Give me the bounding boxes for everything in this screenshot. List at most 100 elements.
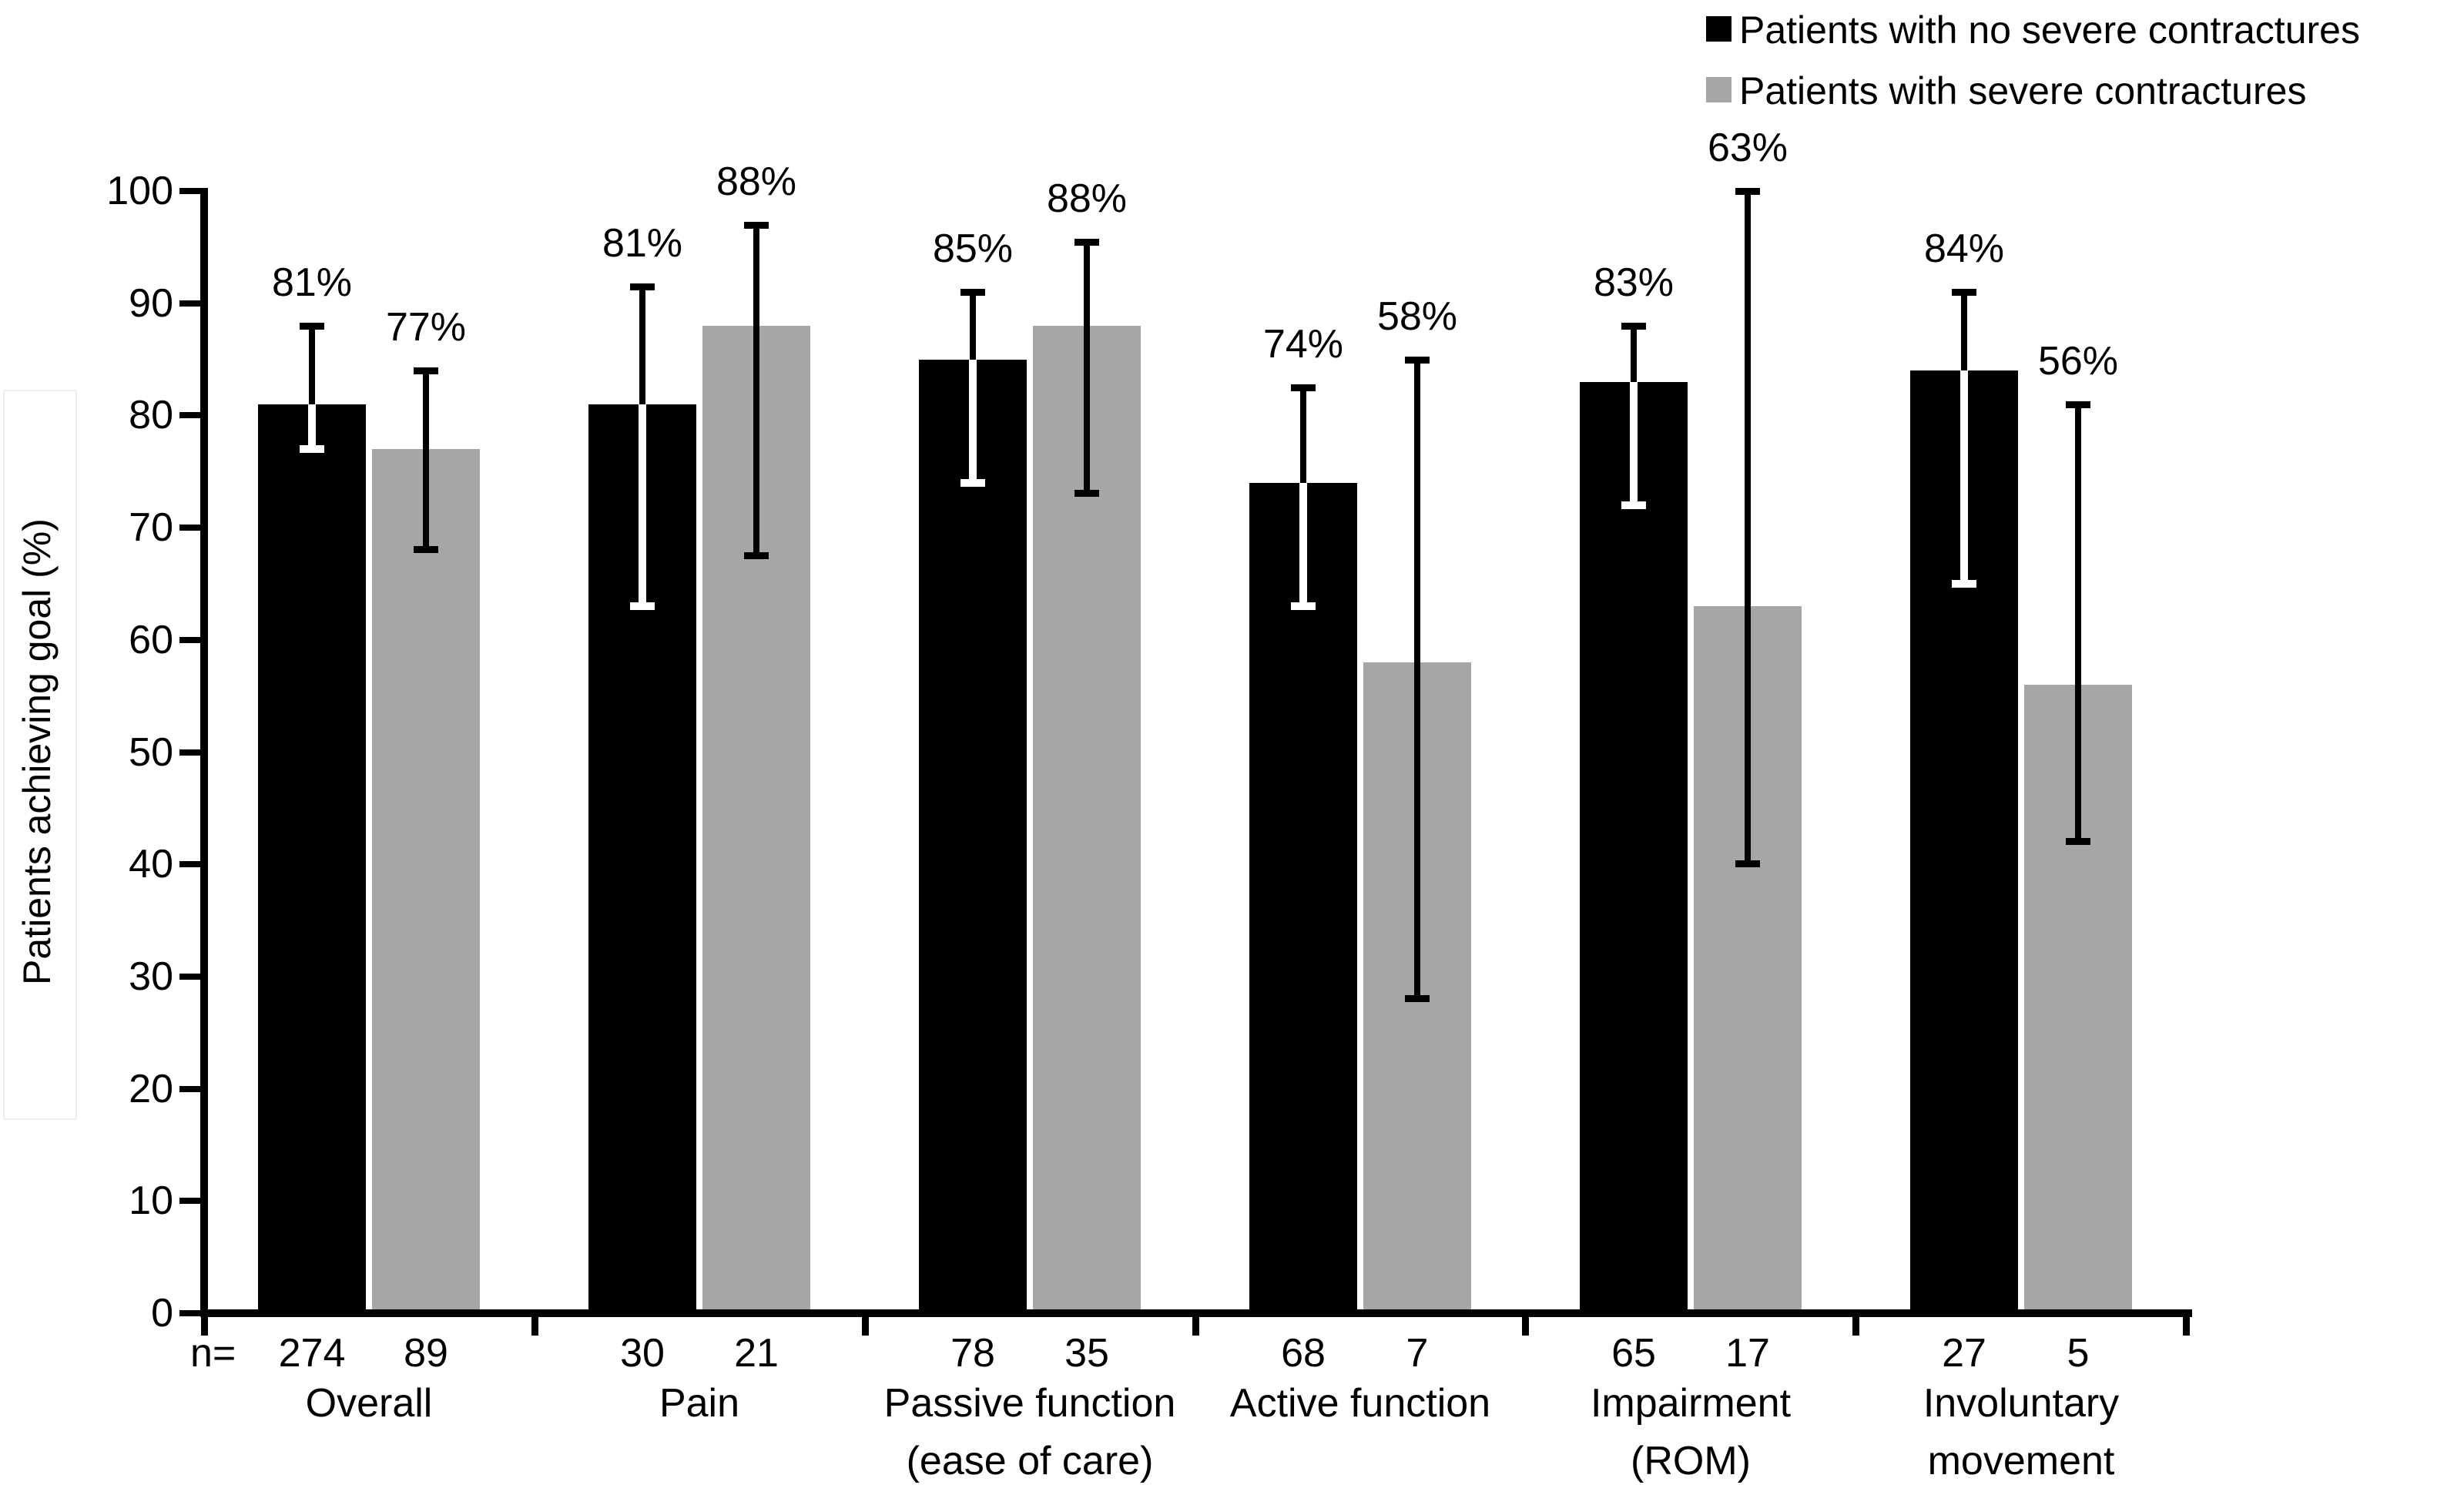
category-label: Involuntary bbox=[1923, 1381, 2120, 1426]
category-label: Pain bbox=[659, 1381, 740, 1426]
error-bar-upper bbox=[1300, 387, 1306, 483]
category-label: Overall bbox=[305, 1381, 433, 1426]
error-bar-cap-top bbox=[960, 289, 985, 296]
y-tick bbox=[179, 637, 200, 643]
y-tick-label: 90 bbox=[129, 281, 173, 326]
y-tick-label: 70 bbox=[129, 505, 173, 550]
category-label: (ease of care) bbox=[906, 1439, 1154, 1483]
bar-no-severe bbox=[919, 360, 1027, 1313]
y-tick bbox=[179, 974, 200, 980]
error-bar-cap-bottom bbox=[1621, 501, 1646, 509]
error-bar-upper bbox=[639, 287, 645, 404]
y-tick-label: 60 bbox=[129, 618, 173, 662]
n-value: 68 bbox=[1281, 1331, 1326, 1376]
category-label: movement bbox=[1927, 1439, 2115, 1483]
error-bar-lower bbox=[308, 404, 316, 449]
legend-swatch-no-severe bbox=[1706, 16, 1732, 42]
error-bar-cap-top bbox=[1621, 323, 1646, 330]
y-tick-label: 40 bbox=[129, 842, 173, 887]
y-tick-label: 0 bbox=[151, 1291, 173, 1336]
y-tick bbox=[179, 749, 200, 756]
error-bar bbox=[423, 370, 429, 550]
bar-value-label: 74% bbox=[1262, 322, 1344, 367]
error-bar-cap-bottom bbox=[744, 552, 769, 559]
x-tick bbox=[1852, 1314, 1859, 1336]
error-bar-cap-top bbox=[1074, 239, 1099, 246]
x-tick bbox=[201, 1314, 208, 1336]
n-value: 89 bbox=[404, 1331, 448, 1376]
error-bar-cap-top bbox=[1405, 357, 1430, 364]
error-bar-upper bbox=[1631, 326, 1637, 382]
category-label: (ROM) bbox=[1631, 1439, 1751, 1483]
y-tick-label: 80 bbox=[129, 393, 173, 437]
error-bar-cap-bottom bbox=[1735, 860, 1760, 867]
x-tick bbox=[531, 1314, 538, 1336]
error-bar-lower bbox=[1299, 483, 1307, 606]
error-bar-cap-bottom bbox=[1405, 995, 1430, 1002]
error-bar-lower bbox=[1960, 370, 1968, 584]
bar-no-severe bbox=[1580, 382, 1688, 1313]
error-bar-lower bbox=[1630, 382, 1638, 505]
bar-value-label: 63% bbox=[1707, 126, 1788, 170]
y-tick-label: 100 bbox=[106, 169, 173, 213]
y-tick-label: 10 bbox=[129, 1178, 173, 1223]
error-bar-cap-top bbox=[300, 323, 324, 330]
error-bar-cap-top bbox=[1952, 289, 1976, 296]
error-bar-cap-bottom bbox=[414, 546, 438, 553]
bar-value-label: 58% bbox=[1376, 294, 1458, 339]
error-bar-cap-bottom bbox=[1291, 602, 1316, 610]
x-tick bbox=[1522, 1314, 1529, 1336]
error-bar bbox=[753, 225, 759, 556]
n-prefix-label: n= bbox=[190, 1331, 236, 1376]
bar-no-severe bbox=[1249, 483, 1357, 1313]
bar-value-label: 56% bbox=[2037, 339, 2119, 384]
y-tick bbox=[179, 861, 200, 867]
category-label: Active function bbox=[1229, 1381, 1491, 1426]
n-value: 274 bbox=[278, 1331, 346, 1376]
error-bar-cap-bottom bbox=[300, 445, 324, 453]
error-bar-cap-top bbox=[744, 222, 769, 229]
error-bar-cap-top bbox=[414, 367, 438, 374]
x-tick bbox=[2183, 1314, 2190, 1336]
n-value: 30 bbox=[620, 1331, 665, 1376]
error-bar-upper bbox=[1961, 292, 1967, 370]
x-axis-line bbox=[200, 1309, 2192, 1317]
category-label: Passive function bbox=[883, 1381, 1176, 1426]
n-value: 78 bbox=[950, 1331, 995, 1376]
n-value: 35 bbox=[1064, 1331, 1109, 1376]
y-tick bbox=[179, 188, 200, 194]
x-tick bbox=[1192, 1314, 1199, 1336]
y-tick bbox=[179, 1198, 200, 1204]
n-value: 17 bbox=[1725, 1331, 1770, 1376]
y-axis-label-box bbox=[3, 390, 77, 1120]
error-bar-cap-bottom bbox=[630, 602, 655, 610]
category-label: Impairment bbox=[1590, 1381, 1792, 1426]
bar-value-label: 88% bbox=[716, 159, 797, 204]
error-bar-upper bbox=[970, 292, 976, 360]
bar-value-label: 83% bbox=[1593, 260, 1675, 305]
bar-value-label: 85% bbox=[932, 226, 1014, 271]
error-bar-cap-top bbox=[2066, 401, 2090, 408]
error-bar-cap-top bbox=[1291, 384, 1316, 391]
legend-label: Patients with no severe contractures bbox=[1739, 8, 2360, 52]
legend-label: Patients with severe contractures bbox=[1739, 69, 2307, 112]
error-bar bbox=[2075, 404, 2081, 842]
error-bar-cap-bottom bbox=[1074, 490, 1099, 497]
bar-value-label: 77% bbox=[385, 305, 467, 350]
y-tick bbox=[179, 525, 200, 531]
legend-swatch-severe bbox=[1706, 77, 1732, 102]
y-tick-label: 50 bbox=[129, 730, 173, 775]
bar-severe bbox=[372, 449, 480, 1313]
n-value: 21 bbox=[734, 1331, 779, 1376]
x-tick bbox=[862, 1314, 869, 1336]
bar-value-label: 81% bbox=[602, 221, 683, 266]
n-value: 7 bbox=[1406, 1331, 1429, 1376]
error-bar-lower bbox=[969, 360, 977, 483]
y-tick bbox=[179, 1086, 200, 1092]
y-tick bbox=[179, 412, 200, 418]
y-tick bbox=[179, 1310, 200, 1316]
error-bar-cap-top bbox=[1735, 188, 1760, 195]
